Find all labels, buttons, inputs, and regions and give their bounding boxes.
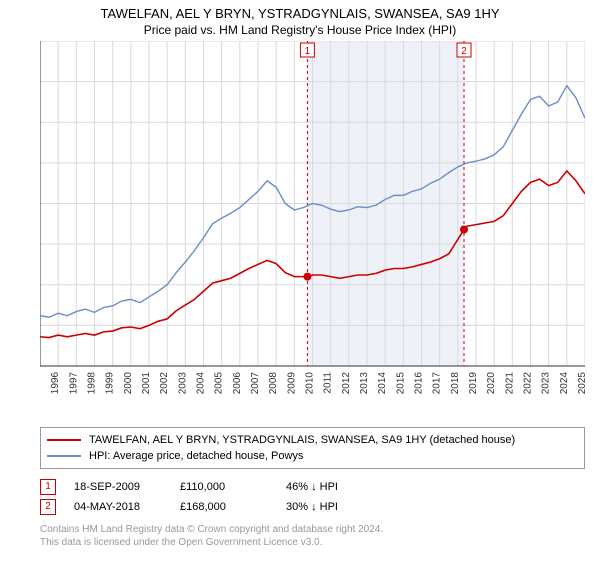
footer-line: This data is licensed under the Open Gov…: [40, 536, 585, 549]
markers-table: 1 18-SEP-2009 £110,000 46% ↓ HPI 2 04-MA…: [40, 477, 585, 517]
chart-svg: £0£50K£100K£150K£200K£250K£300K£350K£400…: [40, 41, 585, 411]
svg-text:1997: 1997: [68, 372, 79, 395]
svg-text:2021: 2021: [504, 372, 515, 395]
marker-delta: 30% ↓ HPI: [286, 497, 374, 517]
svg-text:2002: 2002: [159, 372, 170, 395]
svg-text:1998: 1998: [87, 372, 98, 395]
svg-text:2004: 2004: [196, 372, 207, 395]
svg-text:2020: 2020: [486, 372, 497, 395]
svg-text:2011: 2011: [323, 372, 334, 394]
svg-text:2007: 2007: [250, 372, 261, 395]
marker-date: 04-MAY-2018: [74, 497, 162, 517]
legend-label: TAWELFAN, AEL Y BRYN, YSTRADGYNLAIS, SWA…: [89, 432, 515, 448]
svg-text:2013: 2013: [359, 372, 370, 395]
svg-text:2015: 2015: [395, 372, 406, 395]
svg-text:2022: 2022: [523, 372, 534, 395]
marker-delta: 46% ↓ HPI: [286, 477, 374, 497]
footer-line: Contains HM Land Registry data © Crown c…: [40, 523, 585, 536]
svg-text:2009: 2009: [286, 372, 297, 395]
marker-badge: 1: [40, 479, 56, 495]
svg-text:2005: 2005: [214, 372, 225, 395]
marker-price: £110,000: [180, 477, 268, 497]
legend-swatch: [47, 439, 81, 441]
svg-text:2014: 2014: [377, 372, 388, 395]
svg-text:1: 1: [305, 46, 311, 57]
svg-text:2: 2: [461, 46, 467, 57]
svg-text:2019: 2019: [468, 372, 479, 395]
svg-text:2025: 2025: [577, 372, 585, 395]
legend-row: HPI: Average price, detached house, Powy…: [47, 448, 578, 464]
svg-text:2024: 2024: [559, 372, 570, 395]
svg-text:1999: 1999: [105, 372, 116, 395]
chart-plot-area: £0£50K£100K£150K£200K£250K£300K£350K£400…: [40, 41, 600, 421]
svg-text:2000: 2000: [123, 372, 134, 395]
legend: TAWELFAN, AEL Y BRYN, YSTRADGYNLAIS, SWA…: [40, 427, 585, 469]
svg-text:1996: 1996: [50, 372, 61, 395]
marker-date: 18-SEP-2009: [74, 477, 162, 497]
svg-text:2008: 2008: [268, 372, 279, 395]
chart-subtitle: Price paid vs. HM Land Registry's House …: [0, 23, 600, 37]
marker-badge: 2: [40, 499, 56, 515]
svg-text:2010: 2010: [305, 372, 316, 395]
svg-text:2016: 2016: [414, 372, 425, 395]
svg-text:2023: 2023: [541, 372, 552, 395]
footer: Contains HM Land Registry data © Crown c…: [40, 523, 585, 549]
legend-label: HPI: Average price, detached house, Powy…: [89, 448, 303, 464]
chart-container: TAWELFAN, AEL Y BRYN, YSTRADGYNLAIS, SWA…: [0, 6, 600, 566]
marker-row: 2 04-MAY-2018 £168,000 30% ↓ HPI: [40, 497, 585, 517]
svg-text:2003: 2003: [177, 372, 188, 395]
svg-text:2006: 2006: [232, 372, 243, 395]
legend-swatch: [47, 455, 81, 457]
svg-text:2017: 2017: [432, 372, 443, 395]
legend-row: TAWELFAN, AEL Y BRYN, YSTRADGYNLAIS, SWA…: [47, 432, 578, 448]
svg-text:1995: 1995: [40, 372, 43, 395]
svg-text:2001: 2001: [141, 372, 152, 395]
marker-row: 1 18-SEP-2009 £110,000 46% ↓ HPI: [40, 477, 585, 497]
svg-text:2018: 2018: [450, 372, 461, 395]
svg-text:2012: 2012: [341, 372, 352, 395]
chart-title: TAWELFAN, AEL Y BRYN, YSTRADGYNLAIS, SWA…: [0, 6, 600, 21]
marker-price: £168,000: [180, 497, 268, 517]
